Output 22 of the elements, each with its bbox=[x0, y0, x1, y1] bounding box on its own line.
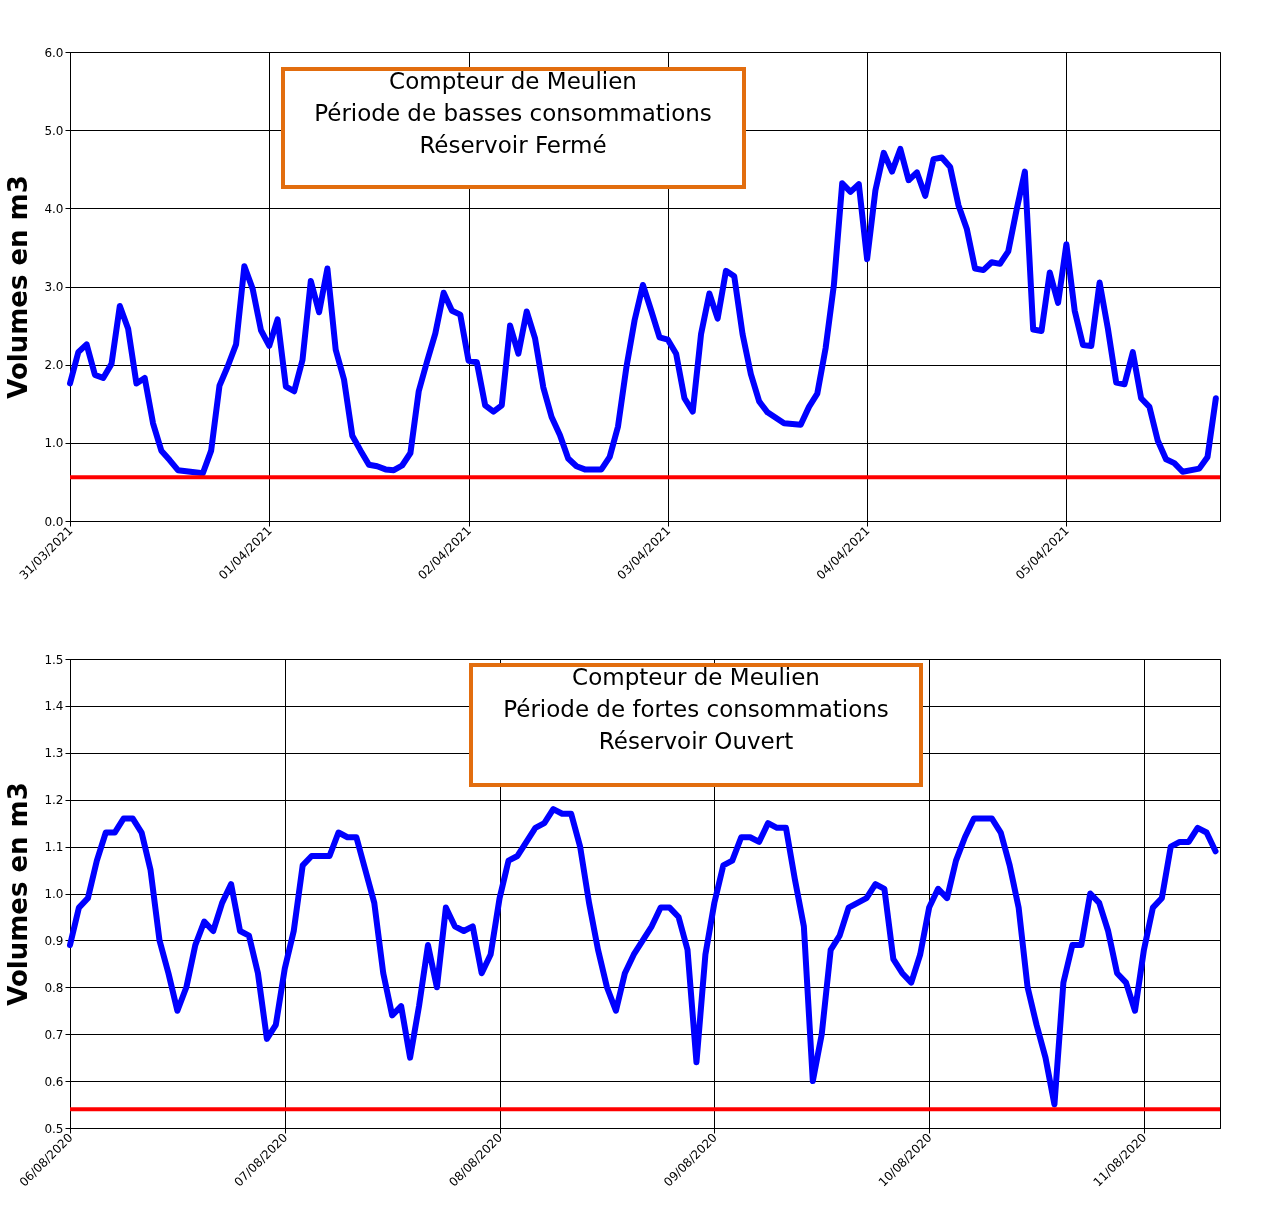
y-tick-label: 1.2 bbox=[44, 793, 64, 808]
y-tick-label: 1.3 bbox=[44, 746, 64, 761]
y-tick-label: 0.9 bbox=[44, 933, 64, 948]
y-tick-label: 0.8 bbox=[44, 980, 64, 995]
y-tick-label: 0.5 bbox=[44, 1121, 64, 1136]
y-tick-label: 1.0 bbox=[44, 436, 64, 451]
y-tick-label: 2.0 bbox=[44, 358, 64, 373]
text: Compteur de Meulien Période de basses consommations Réservoir Fermé bbox=[314, 68, 712, 158]
y-axis-title: Volumes en m3 bbox=[3, 175, 34, 399]
y-tick-label: 0.0 bbox=[44, 514, 64, 529]
y-tick-label: 1.4 bbox=[44, 699, 64, 714]
y-tick-label: 3.0 bbox=[44, 280, 64, 294]
y-tick-label: 1.5 bbox=[44, 652, 64, 667]
text: Compteur de Meulien Période de fortes consommations Réservoir Ouvert bbox=[503, 664, 889, 754]
y-tick-label: 4.0 bbox=[44, 201, 64, 216]
y-tick-label: 6.0 bbox=[44, 45, 64, 60]
y-tick-label: 5.0 bbox=[44, 123, 64, 138]
y-tick-label: 0.7 bbox=[44, 1027, 64, 1042]
y-tick-label: 0.6 bbox=[44, 1074, 64, 1089]
y-tick-label: 1.1 bbox=[44, 840, 64, 855]
y-axis-title: Volumes en m3 bbox=[3, 782, 34, 1006]
y-tick-label: 1.0 bbox=[44, 887, 64, 901]
